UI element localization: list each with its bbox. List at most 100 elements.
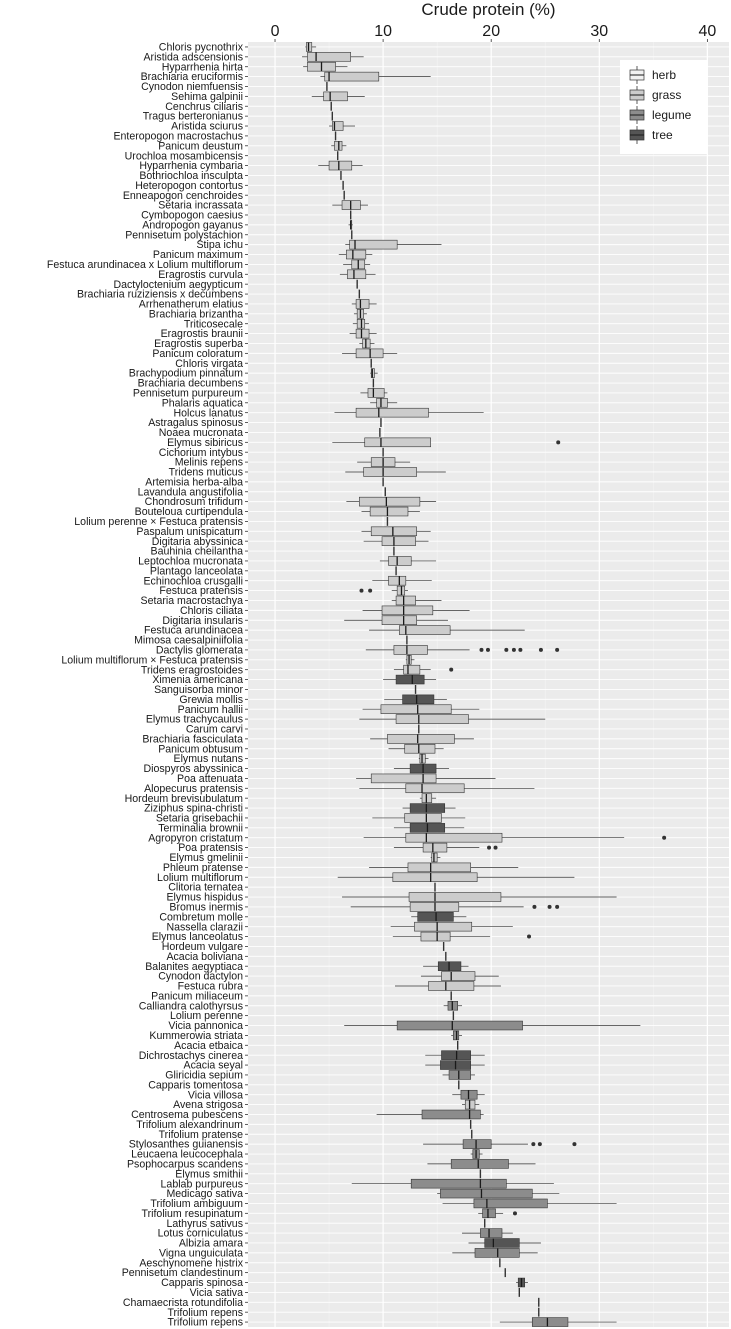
box-iqr [364, 437, 431, 448]
outlier-point [531, 1142, 536, 1147]
category-label: Brachypodium pinnatum [129, 368, 243, 380]
x-axis-ticks: 0 10 20 30 40 [271, 23, 716, 42]
box-iqr [347, 269, 367, 280]
box-series [346, 496, 437, 507]
category-label: Brachiaria ruziziensis x decumbens [77, 289, 243, 301]
category-label: Astragalus spinosus [148, 417, 243, 429]
category-label: Lablab purpureus [161, 1178, 243, 1190]
box-series [393, 664, 454, 675]
box-iqr [396, 1020, 523, 1031]
category-label: Brachiaria eruciformis [141, 71, 243, 83]
category-label: Pennisetum polystachion [125, 229, 243, 241]
box-series [343, 259, 371, 270]
legend-label: tree [652, 128, 673, 142]
outlier-point [532, 904, 537, 909]
x-tick-label: 0 [271, 23, 280, 40]
box-iqr [393, 645, 428, 655]
box-iqr [307, 52, 351, 62]
box-series [359, 714, 546, 724]
box-iqr [473, 1198, 548, 1209]
category-label: Lathyrus sativus [166, 1218, 243, 1230]
box-iqr [482, 1208, 496, 1219]
x-tick-label: 30 [590, 23, 608, 40]
box-series [388, 744, 444, 754]
box-series [372, 813, 466, 823]
box-series [342, 348, 398, 359]
category-label: Panicum hallii [178, 704, 243, 716]
box-series [357, 457, 411, 467]
box-series [370, 368, 378, 378]
category-label: Hyparrhenia hirta [162, 61, 243, 73]
category-label: Elymus trachycaulus [146, 714, 243, 726]
outlier-point [368, 588, 373, 593]
category-label: Chondrosum trifidum [145, 496, 243, 508]
category-label: Elymus hispidus [166, 892, 243, 904]
category-label: Phalaris aquatica [162, 397, 243, 409]
category-label: Digitaria abyssinica [152, 536, 243, 548]
box-series [423, 961, 469, 971]
box-series [365, 645, 560, 655]
box-series [337, 872, 575, 882]
box-iqr [408, 892, 502, 902]
category-label: Kummerowia striata [149, 1030, 243, 1042]
category-label: Lolium multiflorum [157, 872, 243, 884]
box-iqr [376, 398, 388, 408]
box-iqr [381, 536, 416, 546]
category-label: Sehima galpinii [171, 91, 243, 103]
category-label: Paspalum unispicatum [136, 526, 243, 538]
box-series [320, 71, 431, 82]
category-label: Artemisia herba-alba [145, 476, 243, 488]
category-label: Eragrostis superba [154, 338, 243, 350]
box-series [344, 615, 448, 625]
box-iqr [414, 921, 473, 932]
box-series [362, 605, 470, 616]
category-label: Trifolium ambiguum [150, 1198, 243, 1210]
category-label: Cynodon niemfuensis [141, 81, 243, 93]
outlier-point [485, 647, 490, 652]
box-iqr [349, 239, 398, 250]
box-iqr [421, 1109, 481, 1120]
box-iqr [484, 1238, 520, 1248]
box-iqr [405, 832, 503, 843]
category-label: Hordeum brevisubulatum [125, 793, 244, 805]
box-series [470, 1149, 483, 1159]
category-label: Setaria macrostachya [141, 595, 244, 607]
category-label: Andropogon gayanus [142, 219, 243, 231]
box-series [462, 1099, 480, 1110]
box-series [425, 1060, 485, 1070]
box-iqr [359, 496, 421, 507]
category-label: Elymus smithii [175, 1168, 243, 1180]
box-iqr [405, 783, 465, 794]
box-iqr [399, 625, 451, 635]
category-label: Panicum obtusum [158, 743, 243, 755]
category-label: Terminalia brownii [158, 822, 243, 834]
box-series [405, 655, 415, 665]
box-series [451, 1030, 463, 1041]
outlier-point [479, 647, 484, 652]
outlier-point [512, 1211, 517, 1216]
box-series [427, 1159, 536, 1169]
outlier-point [493, 845, 498, 850]
outlier-point [572, 1142, 577, 1147]
box-iqr [407, 862, 471, 873]
category-label: Acacia boliviana [166, 951, 243, 963]
box-iqr [402, 694, 435, 705]
category-label: Tridens muticus [169, 467, 243, 479]
category-label: Panicum miliaceum [151, 990, 243, 1002]
box-series [393, 842, 498, 853]
category-label: Lolium perenne × Festuca pratensis [74, 516, 243, 528]
category-label: Dactyloctenium aegypticum [113, 279, 243, 291]
plot-panel [248, 42, 729, 1327]
category-label: Festuca arundinacea [144, 625, 243, 637]
box-series [369, 862, 519, 873]
category-label: Trifolium pratense [159, 1129, 243, 1141]
box-series [423, 1139, 577, 1149]
box-iqr [404, 744, 436, 754]
legend: herb grass legume tree [620, 60, 708, 154]
category-label: Brachiaria brizantha [149, 308, 243, 320]
box-iqr [381, 605, 434, 616]
category-label: Vicia villosa [188, 1089, 243, 1101]
category-label: Chloris virgata [175, 358, 243, 370]
outlier-point [538, 647, 543, 652]
